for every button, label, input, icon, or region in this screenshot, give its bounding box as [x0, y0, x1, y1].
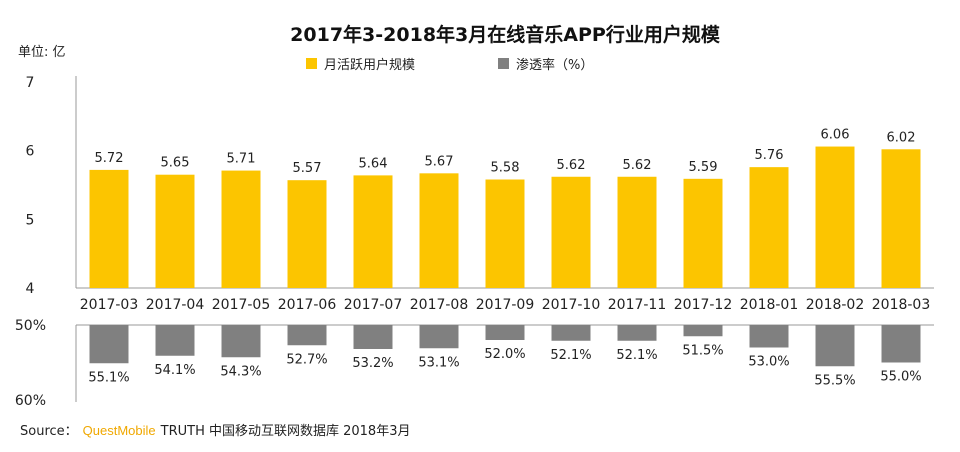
category-labels: 2017-03 2017-04 2017-05 2017-06 2017-07 2017-…: [80, 297, 931, 313]
mau-value-label: 5.76: [755, 148, 784, 163]
mau-bar: [881, 149, 921, 288]
category-label: 2018-01: [740, 297, 799, 313]
unit-label: 单位: 亿: [18, 45, 66, 60]
category-label: 2017-07: [344, 297, 403, 313]
penetration-bar: [881, 325, 921, 363]
category-label: 2017-12: [674, 297, 733, 313]
penetration-bar: [221, 325, 261, 358]
mau-bar: [287, 180, 327, 288]
mau-value-label: 5.72: [95, 151, 124, 166]
category-label: 2017-08: [410, 297, 469, 313]
y-tick-label-top: 6: [26, 144, 35, 160]
y-ticks-top: 4 5 6 7: [26, 75, 35, 297]
penetration-value-label: 52.0%: [484, 347, 525, 362]
legend-swatch-penetration: [498, 58, 509, 69]
penetration-value-label: 52.7%: [286, 352, 327, 367]
penetration-bar: [683, 325, 723, 337]
mau-value-label: 6.06: [821, 128, 850, 143]
mau-bar: [683, 178, 723, 288]
penetration-bar: [155, 325, 195, 356]
legend-label-mau: 月活跃用户规模: [324, 57, 415, 73]
mau-bar: [551, 176, 591, 288]
source-prefix: Source：: [20, 424, 78, 439]
category-label: 2018-02: [806, 297, 865, 313]
chart-title: 2017年3-2018年3月在线音乐APP行业用户规模: [290, 23, 721, 46]
y-tick-label-top: 7: [26, 75, 35, 91]
source-line: Source： QuestMobile TRUTH 中国移动互联网数据库 2018年…: [20, 420, 410, 439]
penetration-bars: [89, 325, 921, 367]
penetration-value-label: 54.1%: [154, 363, 195, 378]
source-brand: QuestMobile: [82, 423, 156, 438]
mau-value-label: 5.59: [689, 160, 718, 175]
mau-bar: [221, 170, 261, 288]
y-tick-label-bottom: 50%: [15, 318, 46, 334]
category-label: 2017-09: [476, 297, 535, 313]
legend: 月活跃用户规模 渗透率（%）: [306, 57, 593, 73]
penetration-bar: [353, 325, 393, 349]
category-label: 2017-05: [212, 297, 271, 313]
mau-value-label: 5.58: [491, 161, 520, 176]
mau-value-label: 6.02: [887, 130, 916, 145]
category-label: 2017-11: [608, 297, 667, 313]
mau-value-label: 5.64: [359, 156, 388, 171]
mau-bar: [419, 173, 459, 288]
category-label: 2018-03: [872, 297, 931, 313]
penetration-value-label: 55.5%: [814, 373, 855, 388]
mau-value-label: 5.71: [227, 152, 256, 167]
penetration-bar: [815, 325, 855, 367]
mau-value-label: 5.62: [557, 158, 586, 173]
mau-bars: [89, 146, 921, 288]
penetration-bar: [419, 325, 459, 349]
penetration-value-label: 55.1%: [88, 370, 129, 385]
penetration-value-label: 53.2%: [352, 356, 393, 371]
penetration-bar: [551, 325, 591, 341]
penetration-value-label: 54.3%: [220, 364, 261, 379]
mau-bar: [749, 167, 789, 288]
mau-value-label: 5.57: [293, 161, 322, 176]
mau-value-labels: 5.72 5.65 5.71 5.57 5.64 5.67 5.58 5.62 5.62 5.59…: [95, 128, 916, 177]
legend-label-penetration: 渗透率（%）: [516, 57, 593, 73]
category-label: 2017-06: [278, 297, 337, 313]
penetration-bar: [485, 325, 525, 340]
y-tick-label-top: 5: [26, 212, 35, 228]
mau-bar: [485, 179, 525, 288]
mau-value-label: 5.62: [623, 158, 652, 173]
y-tick-label-top: 4: [26, 281, 35, 297]
penetration-value-labels: 55.1% 54.1% 54.3% 52.7% 53.2% 53.1% 52.0% 52.1%…: [88, 343, 921, 388]
penetration-value-label: 52.1%: [616, 348, 657, 363]
penetration-value-label: 52.1%: [550, 348, 591, 363]
category-label: 2017-03: [80, 297, 139, 313]
category-label: 2017-04: [146, 297, 205, 313]
penetration-value-label: 53.0%: [748, 355, 789, 370]
mau-bar: [617, 176, 657, 288]
y-ticks-bottom: 50% 60%: [15, 318, 46, 409]
penetration-value-label: 51.5%: [682, 343, 723, 358]
source-detail: TRUTH 中国移动互联网数据库 2018年3月: [160, 424, 411, 439]
mau-bar: [353, 175, 393, 288]
penetration-value-label: 55.0%: [880, 370, 921, 385]
penetration-bar: [749, 325, 789, 348]
penetration-bar: [617, 325, 657, 341]
mau-bar: [815, 146, 855, 288]
mau-value-label: 5.67: [425, 154, 454, 169]
mau-value-label: 5.65: [161, 156, 190, 171]
penetration-value-label: 53.1%: [418, 355, 459, 370]
category-label: 2017-10: [542, 297, 601, 313]
penetration-bar: [287, 325, 327, 346]
mau-bar: [155, 174, 195, 288]
penetration-bar: [89, 325, 129, 364]
mau-bar: [89, 169, 129, 288]
legend-swatch-mau: [306, 58, 317, 69]
y-tick-label-bottom: 60%: [15, 393, 46, 409]
